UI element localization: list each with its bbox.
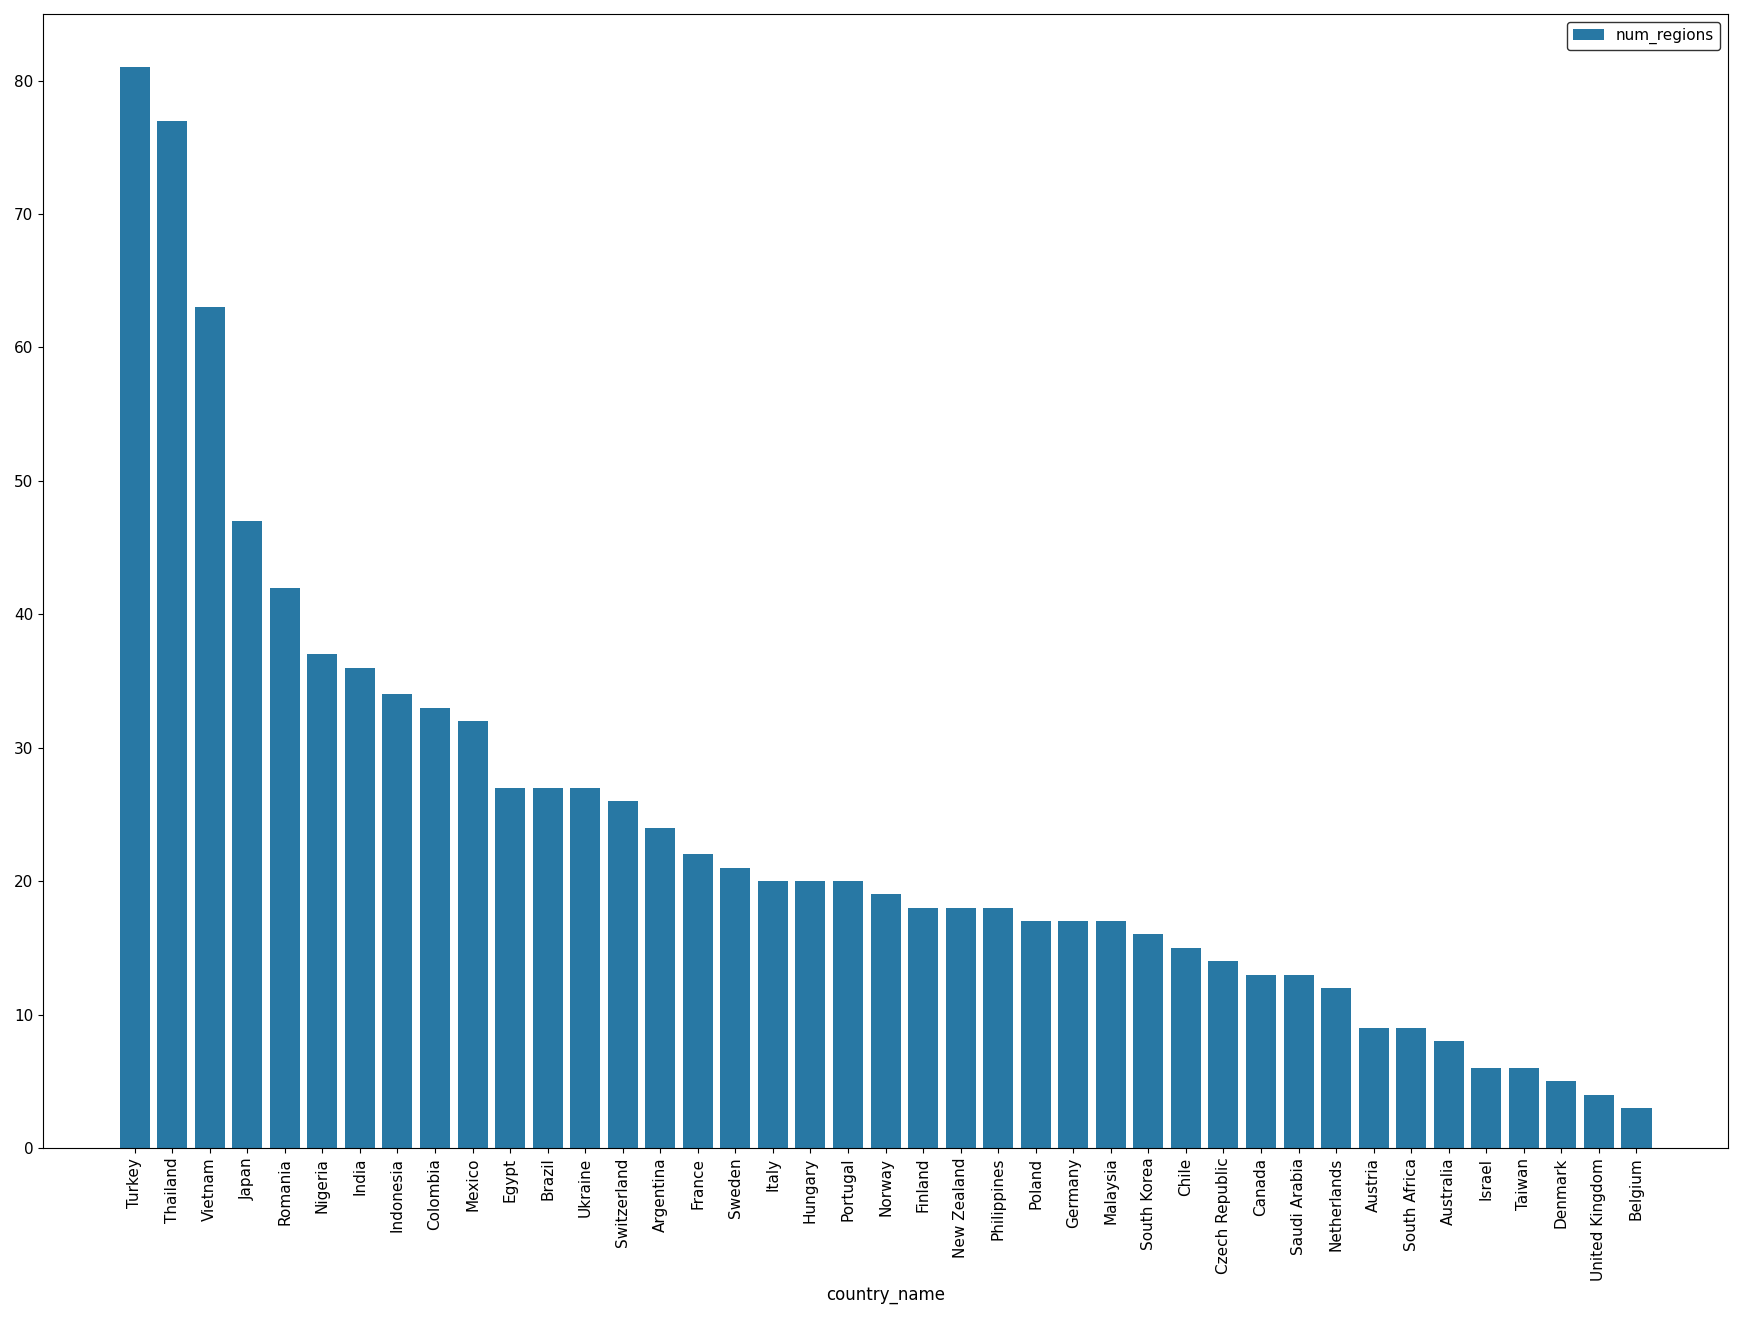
Bar — [1583, 1094, 1615, 1148]
Bar — [1622, 1108, 1651, 1148]
Bar — [1359, 1028, 1388, 1148]
Bar — [1320, 988, 1352, 1148]
Bar — [1509, 1068, 1538, 1148]
Bar — [758, 882, 787, 1148]
Bar — [1284, 974, 1313, 1148]
Bar — [608, 801, 638, 1148]
Bar — [645, 828, 676, 1148]
Bar — [1171, 948, 1200, 1148]
Bar — [946, 908, 976, 1148]
Bar — [1096, 921, 1125, 1148]
Bar — [1021, 921, 1050, 1148]
Bar — [157, 121, 186, 1148]
Bar — [570, 788, 601, 1148]
Bar — [533, 788, 563, 1148]
Bar — [1472, 1068, 1502, 1148]
Bar — [420, 708, 449, 1148]
Bar — [1395, 1028, 1427, 1148]
Bar — [683, 854, 712, 1148]
Bar — [195, 307, 225, 1148]
Bar — [1209, 961, 1239, 1148]
Bar — [833, 882, 862, 1148]
Bar — [908, 908, 939, 1148]
Bar — [307, 654, 338, 1148]
Bar — [270, 588, 300, 1148]
Bar — [982, 908, 1014, 1148]
X-axis label: country_name: country_name — [826, 1286, 946, 1304]
Bar — [383, 695, 413, 1148]
Bar — [232, 521, 263, 1148]
Bar — [796, 882, 826, 1148]
Bar — [120, 67, 150, 1148]
Bar — [1134, 934, 1164, 1148]
Bar — [1059, 921, 1089, 1148]
Bar — [1434, 1041, 1463, 1148]
Bar — [495, 788, 524, 1148]
Bar — [721, 867, 751, 1148]
Bar — [458, 721, 488, 1148]
Bar — [345, 668, 375, 1148]
Bar — [871, 895, 901, 1148]
Bar — [1246, 974, 1277, 1148]
Bar — [1547, 1081, 1577, 1148]
Legend: num_regions: num_regions — [1568, 21, 1721, 50]
